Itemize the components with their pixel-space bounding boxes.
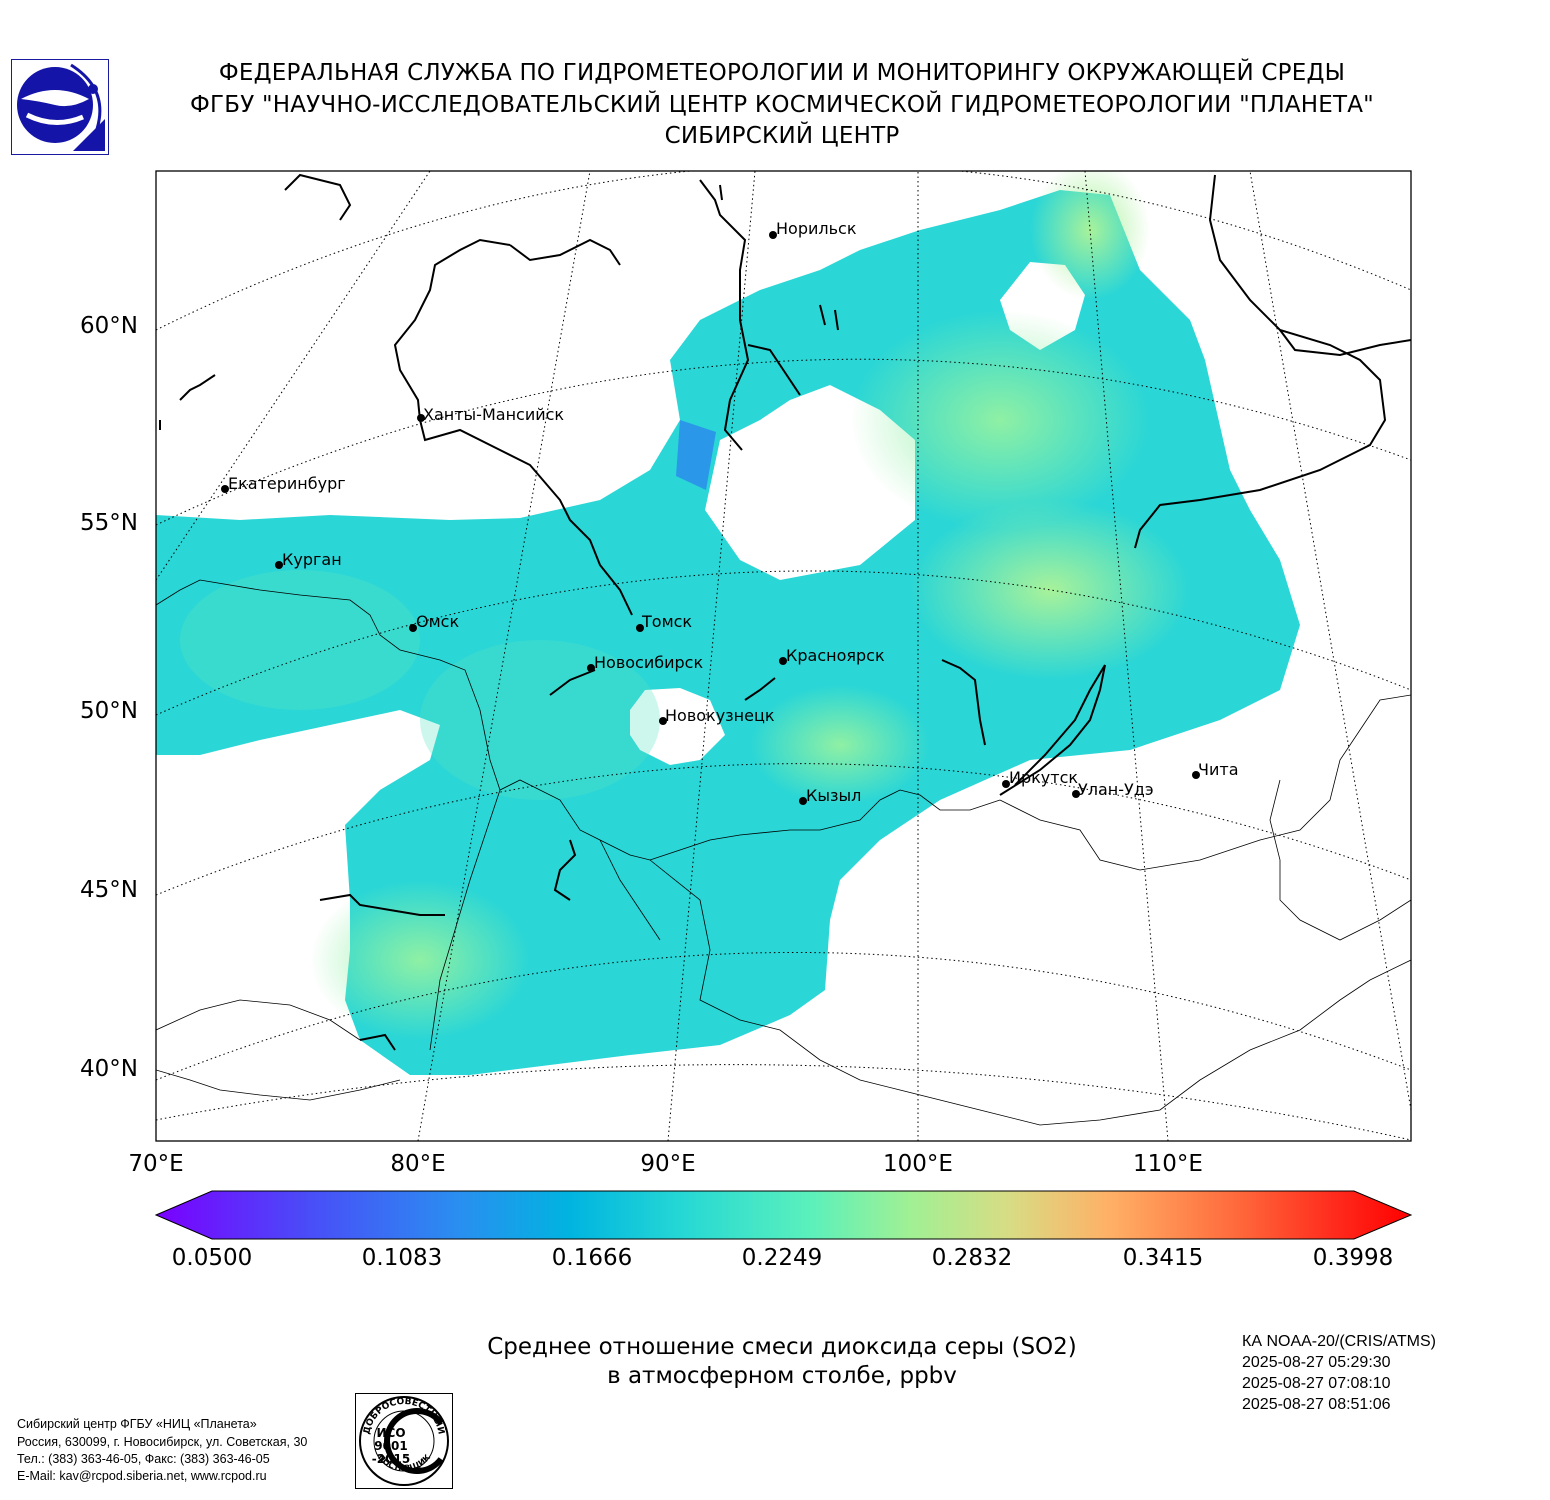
- city-label-krasnoyarsk: Красноярск: [786, 646, 885, 665]
- city-label-ulan-ude: Улан-Удэ: [1078, 780, 1154, 799]
- city-label-novokuznetsk: Новокузнецк: [665, 706, 775, 725]
- city-dot-norilsk: [769, 231, 777, 239]
- lon-label-70: 70°E: [128, 1151, 184, 1177]
- chart-title-line-1: Среднее отношение смеси диоксида серы (S…: [487, 1334, 1077, 1360]
- colorbar-tick-5: 0.3415: [1122, 1245, 1204, 1271]
- city-label-kurgan: Курган: [282, 550, 342, 569]
- satellite-time-3: 2025-08-27 08:51:06: [1242, 1396, 1391, 1413]
- city-dot-kurgan: [275, 561, 283, 569]
- city-label-norilsk: Норильск: [776, 219, 857, 238]
- colorbar-tick-2: 0.1666: [551, 1245, 633, 1271]
- city-dot-kyzyl: [799, 797, 807, 805]
- lat-label-50: 50°N: [80, 698, 138, 724]
- city-label-khanty-mansiysk: Ханты-Мансийск: [423, 405, 564, 424]
- city-dot-khanty-mansiysk: [417, 414, 425, 422]
- footer-line-4: E-Mail: kav@rcpod.siberia.net, www.rcpod…: [17, 1469, 267, 1483]
- colorbar-tick-1: 0.1083: [361, 1245, 443, 1271]
- iso-line-1: ИСО: [376, 1426, 405, 1440]
- city-label-kyzyl: Кызыл: [806, 786, 861, 805]
- city-dot-novosibirsk: [587, 664, 595, 672]
- city-label-tomsk: Томск: [641, 612, 692, 631]
- city-dot-ulan-ude: [1072, 790, 1080, 798]
- header-line-1: ФЕДЕРАЛЬНАЯ СЛУЖБА ПО ГИДРОМЕТЕОРОЛОГИИ …: [218, 60, 1346, 86]
- iso-badge-icon: ДОБРОСОВЕСТНЫЙ ПОСТАВЩИК ИСО 9001 -2015: [355, 1393, 453, 1489]
- lat-label-60: 60°N: [80, 313, 138, 339]
- city-label-novosibirsk: Новосибирск: [594, 653, 703, 672]
- planeta-logo-icon: [11, 59, 109, 155]
- city-dot-irkutsk: [1002, 780, 1010, 788]
- satellite-name: КА NOAA-20/(CRIS/ATMS): [1242, 1333, 1436, 1350]
- city-dot-krasnoyarsk: [779, 657, 787, 665]
- city-dot-ekaterinburg: [221, 485, 229, 493]
- city-dot-tomsk: [636, 624, 644, 632]
- lon-label-80: 80°E: [390, 1151, 446, 1177]
- city-markers: [221, 231, 1200, 805]
- city-dot-omsk: [409, 624, 417, 632]
- colorbar-tick-0: 0.0500: [171, 1245, 253, 1271]
- city-label-chita: Чита: [1198, 760, 1239, 779]
- city-dot-novokuznetsk: [659, 717, 667, 725]
- chart-title-line-2: в атмосферном столбе, ppbv: [607, 1363, 957, 1389]
- lon-label-100: 100°E: [883, 1151, 953, 1177]
- satellite-time-2: 2025-08-27 07:08:10: [1242, 1375, 1391, 1392]
- lon-label-110: 110°E: [1133, 1151, 1203, 1177]
- city-label-irkutsk: Иркутск: [1009, 768, 1078, 787]
- colorbar: [154, 1190, 1413, 1240]
- colorbar-tick-6: 0.3998: [1312, 1245, 1394, 1271]
- iso-line-2: 9001: [374, 1439, 407, 1453]
- satellite-time-1: 2025-08-27 05:29:30: [1242, 1354, 1391, 1371]
- colorbar-tick-3: 0.2249: [741, 1245, 823, 1271]
- footer-line-2: Россия, 630099, г. Новосибирск, ул. Сове…: [17, 1435, 308, 1449]
- footer-line-3: Тел.: (383) 363-46-05, Факс: (383) 363-4…: [17, 1452, 270, 1466]
- lat-label-40: 40°N: [80, 1056, 138, 1082]
- city-label-omsk: Омск: [416, 612, 459, 631]
- map-frame: [155, 170, 1412, 1142]
- header-line-3: СИБИРСКИЙ ЦЕНТР: [664, 123, 900, 149]
- city-label-ekaterinburg: Екатеринбург: [228, 474, 346, 493]
- colorbar-tick-4: 0.2832: [931, 1245, 1013, 1271]
- header-line-2: ФГБУ "НАУЧНО-ИССЛЕДОВАТЕЛЬСКИЙ ЦЕНТР КОС…: [190, 92, 1374, 118]
- lat-label-55: 55°N: [80, 510, 138, 536]
- city-dot-chita: [1192, 771, 1200, 779]
- lat-label-45: 45°N: [80, 877, 138, 903]
- footer-line-1: Сибирский центр ФГБУ «НИЦ «Планета»: [17, 1417, 257, 1431]
- lon-label-90: 90°E: [640, 1151, 696, 1177]
- iso-line-3: -2015: [372, 1452, 410, 1466]
